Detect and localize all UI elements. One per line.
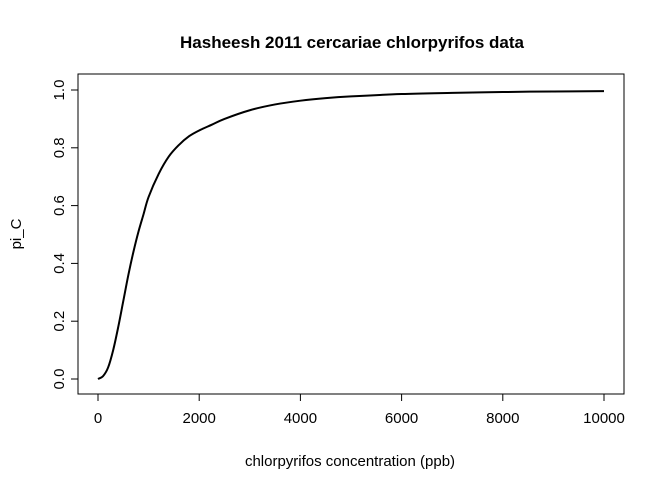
y-tick-label: 0.8 (51, 137, 68, 158)
x-tick-label: 6000 (385, 410, 418, 427)
series-line (97, 90, 605, 380)
x-tick-label: 0 (94, 410, 102, 427)
y-tick-label: 0.4 (51, 253, 68, 274)
x-tick-label: 2000 (183, 410, 216, 427)
y-axis-label: pi_C (8, 218, 25, 249)
y-tick-label: 0.6 (51, 195, 68, 216)
plot-frame (77, 73, 625, 395)
x-tick-label: 10000 (583, 410, 625, 427)
x-axis-label: chlorpyrifos concentration (ppb) (245, 453, 455, 470)
x-tick-label: 8000 (486, 410, 519, 427)
chart-title: Hasheesh 2011 cercariae chlorpyrifos dat… (180, 33, 525, 52)
series-layer (97, 90, 605, 380)
y-tick-label: 1.0 (51, 80, 68, 101)
x-tick-label: 4000 (284, 410, 317, 427)
y-tick-label: 0.0 (51, 369, 68, 390)
y-axis: 0.0 0.2 0.4 0.6 0.8 1.0 (51, 80, 79, 390)
x-axis: 0 2000 4000 6000 8000 10000 (94, 393, 625, 427)
y-tick-label: 0.2 (51, 311, 68, 332)
